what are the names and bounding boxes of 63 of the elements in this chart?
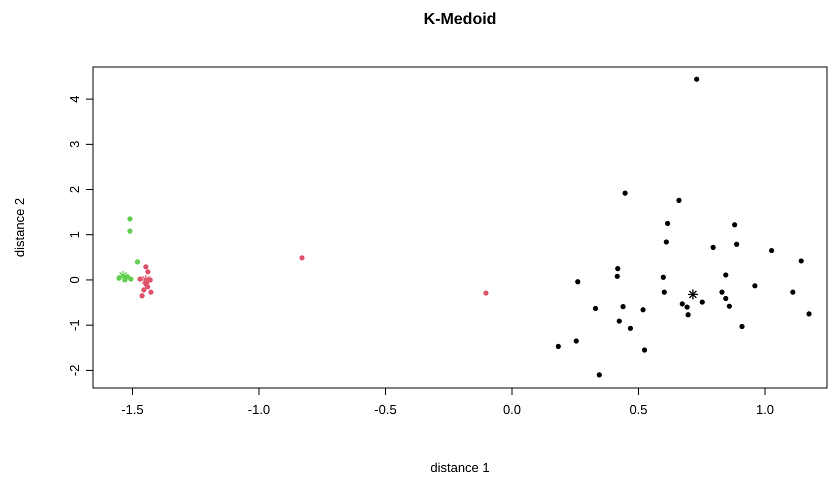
point [680, 301, 685, 307]
point [141, 287, 146, 292]
point [752, 283, 758, 288]
point [620, 304, 626, 310]
point [768, 248, 774, 254]
y-tick-label: 0 [67, 276, 82, 284]
point [134, 259, 140, 264]
x-tick-label: 0.0 [502, 402, 522, 417]
point [684, 304, 690, 310]
point [685, 312, 691, 318]
point [574, 338, 579, 344]
point [139, 293, 145, 298]
point [660, 274, 666, 280]
point [723, 272, 728, 278]
point [662, 290, 667, 295]
point [700, 300, 705, 305]
x-axis-title: distance 1 [430, 460, 490, 475]
point [739, 324, 745, 330]
point [622, 190, 628, 196]
point [719, 290, 725, 295]
point [664, 239, 669, 245]
point [592, 306, 598, 312]
point [615, 266, 620, 272]
point [726, 304, 732, 309]
x-tick-label: 1.0 [756, 402, 774, 417]
y-tick-label: 3 [67, 140, 82, 148]
point [575, 279, 580, 284]
point [790, 290, 796, 295]
y-tick-label: -1 [67, 319, 82, 331]
y-tick-label: 4 [67, 95, 82, 103]
y-tick-label: -2 [67, 364, 82, 376]
point [148, 290, 154, 295]
point [596, 372, 602, 378]
point [723, 296, 728, 302]
point [128, 276, 134, 282]
point [556, 344, 561, 350]
x-tick-label: -1.0 [248, 402, 270, 417]
point [798, 258, 804, 264]
y-axis-title: distance 2 [12, 198, 27, 258]
point [143, 264, 148, 270]
x-tick-label: -0.5 [374, 402, 397, 417]
point [299, 255, 305, 260]
point [640, 307, 646, 312]
x-tick-label: -1.5 [121, 402, 144, 417]
point [616, 318, 622, 324]
point [732, 222, 738, 228]
point [734, 242, 740, 247]
y-tick-label: 2 [67, 186, 82, 194]
point [628, 326, 634, 331]
point [710, 244, 716, 250]
y-tick-label: 1 [67, 231, 82, 238]
point [665, 220, 670, 226]
point [676, 198, 682, 203]
point [127, 228, 133, 234]
point [127, 216, 133, 222]
x-tick-label: 0.5 [629, 402, 648, 417]
point [806, 311, 812, 316]
point [694, 76, 700, 82]
point [642, 347, 648, 353]
point [145, 269, 151, 274]
chart-title: K-Medoid [424, 11, 496, 28]
point [483, 290, 489, 296]
point [614, 274, 620, 279]
